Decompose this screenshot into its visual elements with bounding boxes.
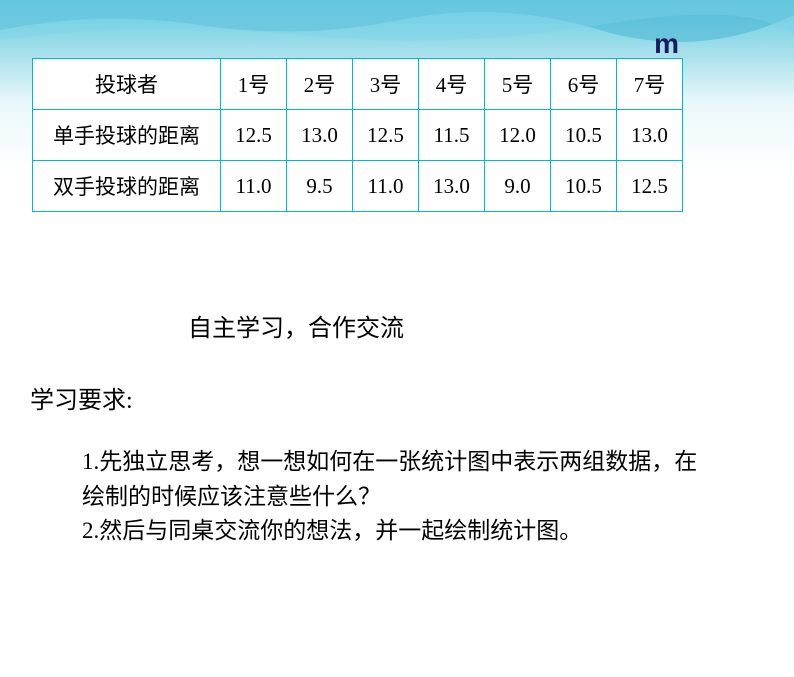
- table-cell: 10.5: [551, 161, 617, 212]
- table-cell: 12.0: [485, 110, 551, 161]
- table-cell: 7号: [617, 59, 683, 110]
- unit-label: m: [654, 28, 679, 60]
- table-cell: 10.5: [551, 110, 617, 161]
- requirement-label: 学习要求:: [30, 380, 133, 415]
- table-cell: 9.0: [485, 161, 551, 212]
- table-row: 双手投球的距离 11.0 9.5 11.0 13.0 9.0 10.5 12.5: [33, 161, 683, 212]
- table-cell: 2号: [287, 59, 353, 110]
- requirement-item-2: 2.然后与同桌交流你的想法，并一起绘制统计图。: [82, 514, 712, 549]
- data-table: 投球者 1号 2号 3号 4号 5号 6号 7号 单手投球的距离 12.5 13…: [32, 58, 683, 212]
- table-cell: 11.0: [221, 161, 287, 212]
- table-cell: 9.5: [287, 161, 353, 212]
- table-row: 投球者 1号 2号 3号 4号 5号 6号 7号: [33, 59, 683, 110]
- table-cell: 13.0: [617, 110, 683, 161]
- table-cell: 13.0: [419, 161, 485, 212]
- table-cell: 5号: [485, 59, 551, 110]
- table-cell: 12.5: [353, 110, 419, 161]
- row-header: 双手投球的距离: [33, 161, 221, 212]
- table-cell: 6号: [551, 59, 617, 110]
- table-row: 单手投球的距离 12.5 13.0 12.5 11.5 12.0 10.5 13…: [33, 110, 683, 161]
- table-cell: 12.5: [617, 161, 683, 212]
- section-title: 自主学习，合作交流: [188, 308, 404, 343]
- table-cell: 4号: [419, 59, 485, 110]
- table-cell: 11.5: [419, 110, 485, 161]
- row-header: 投球者: [33, 59, 221, 110]
- row-header: 单手投球的距离: [33, 110, 221, 161]
- requirement-item-1: 1.先独立思考，想一想如何在一张统计图中表示两组数据，在绘制的时候应该注意些什么…: [82, 445, 712, 514]
- table-cell: 1号: [221, 59, 287, 110]
- table-cell: 3号: [353, 59, 419, 110]
- table-cell: 11.0: [353, 161, 419, 212]
- table-cell: 13.0: [287, 110, 353, 161]
- table-cell: 12.5: [221, 110, 287, 161]
